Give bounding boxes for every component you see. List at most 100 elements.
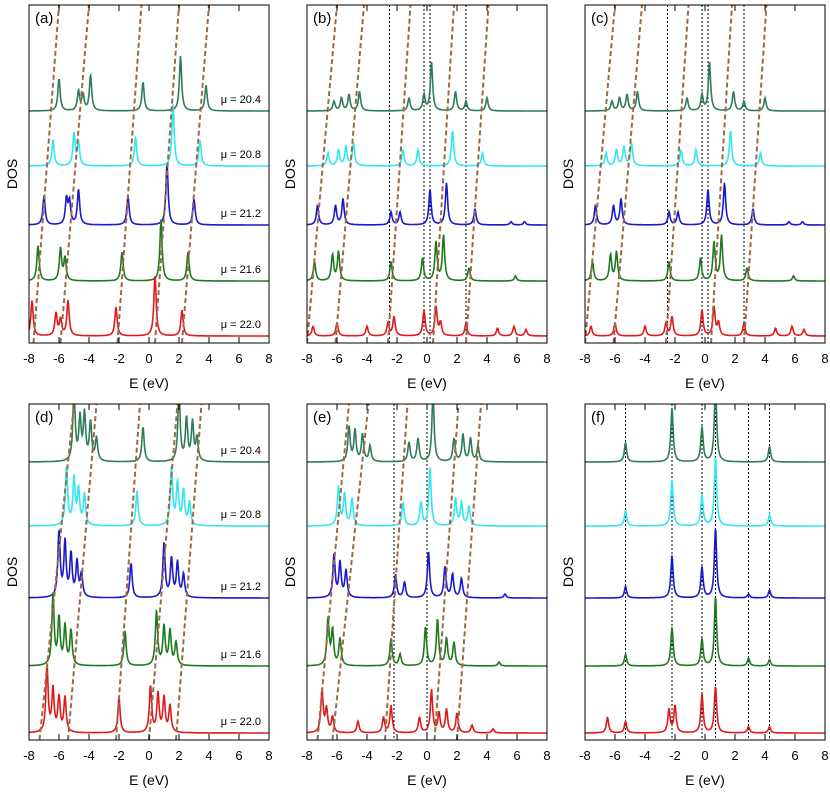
panel-label: (e) xyxy=(313,409,331,426)
panel-c: -8 -6 -4 -2 0 2 4 6 8 E (eV) DOS (c) xyxy=(560,4,829,391)
x-tick-label: 8 xyxy=(265,351,272,366)
series-label: μ = 20.8 xyxy=(221,149,261,161)
guide-line xyxy=(334,5,365,343)
x-tick-label: 8 xyxy=(821,351,828,366)
dos-curve xyxy=(29,104,269,167)
x-tick-label: 0 xyxy=(423,351,430,366)
dos-curve xyxy=(585,404,825,463)
x-tick-label: 6 xyxy=(791,351,798,366)
x-tick-label: -4 xyxy=(361,351,373,366)
x-tick-label: -6 xyxy=(609,748,621,763)
dos-curve xyxy=(585,457,825,527)
x-tick-label: 8 xyxy=(543,351,550,366)
series-label: μ = 20.4 xyxy=(221,445,261,457)
dos-curve xyxy=(585,234,825,282)
dos-curve xyxy=(307,234,547,282)
series-label: μ = 20.8 xyxy=(221,509,261,521)
plot-area xyxy=(585,5,825,343)
guide-line xyxy=(148,404,179,740)
x-axis-label: E (eV) xyxy=(407,772,447,788)
guide-line xyxy=(665,5,690,343)
y-axis-label: DOS xyxy=(560,557,576,587)
panel-label: (f) xyxy=(591,409,605,426)
panel-frame xyxy=(306,4,548,344)
x-tick-label: -8 xyxy=(23,351,35,366)
series-label: μ = 21.2 xyxy=(221,581,261,593)
dos-curve xyxy=(307,551,547,599)
guide-line xyxy=(456,404,482,740)
x-tick-label: 2 xyxy=(175,748,182,763)
series-label: μ = 22.0 xyxy=(221,319,261,331)
dos-curve xyxy=(29,592,269,667)
x-tick-label: 8 xyxy=(265,748,272,763)
x-tick-label: 8 xyxy=(543,748,550,763)
panel-b: -8 -6 -4 -2 0 2 4 6 8 E (eV) DOS (b) xyxy=(282,4,551,391)
x-tick-label: -2 xyxy=(669,748,681,763)
x-tick-label: 6 xyxy=(235,351,242,366)
dos-curve xyxy=(585,597,825,667)
x-tick-label: 2 xyxy=(453,351,460,366)
y-axis-label: DOS xyxy=(282,159,298,189)
guide-line xyxy=(175,404,203,740)
y-axis-label: DOS xyxy=(282,557,298,587)
guide-line xyxy=(115,404,141,740)
x-tick-label: -4 xyxy=(639,351,651,366)
x-tick-label: -6 xyxy=(53,748,65,763)
panel-d: -8 -6 -4 -2 0 2 4 6 8 E (eV) DOS (d) μ = 20.4 μ = 20.… xyxy=(4,403,273,788)
guide-line xyxy=(710,5,733,343)
x-tick-label: -2 xyxy=(113,748,125,763)
guide-line xyxy=(433,404,460,740)
dos-curve xyxy=(29,466,269,527)
x-axis-label: E (eV) xyxy=(685,375,725,391)
dos-curve xyxy=(585,130,825,167)
x-tick-label: -6 xyxy=(331,748,343,763)
plot-area xyxy=(307,404,547,740)
x-tick-label: -8 xyxy=(579,351,591,366)
x-tick-label: 4 xyxy=(761,351,768,366)
x-tick-label: 6 xyxy=(513,748,520,763)
panel-f: -8 -6 -4 -2 0 2 4 6 8 E (eV) DOS (f) xyxy=(560,403,829,788)
panel-frame xyxy=(584,4,826,344)
dos-curve xyxy=(585,529,825,599)
series-label: μ = 21.6 xyxy=(221,264,261,276)
x-tick-label: -4 xyxy=(361,748,373,763)
dos-curve xyxy=(585,61,825,112)
guide-line xyxy=(384,404,409,740)
x-tick-label: -4 xyxy=(639,748,651,763)
dos-curve xyxy=(29,165,269,226)
panel-a: -8 -6 -4 -2 0 2 4 6 8 E (eV) DOS (a) μ = 20.4 μ = 20.… xyxy=(4,4,273,391)
x-tick-label: -2 xyxy=(113,351,125,366)
guide-line xyxy=(154,5,180,343)
series-label: μ = 22.0 xyxy=(221,716,261,728)
y-axis-label: DOS xyxy=(4,557,20,587)
dos-curve xyxy=(585,305,825,337)
x-tick-label: -4 xyxy=(83,748,95,763)
dos-curve xyxy=(29,404,269,463)
series-label: μ = 21.6 xyxy=(221,649,261,661)
x-tick-label: -6 xyxy=(53,351,65,366)
x-tick-label: -8 xyxy=(301,351,313,366)
x-tick-label: -4 xyxy=(83,351,95,366)
guide-line xyxy=(432,5,455,343)
series-label: μ = 21.2 xyxy=(221,208,261,220)
x-tick-label: 4 xyxy=(205,748,212,763)
x-axis-label: E (eV) xyxy=(685,772,725,788)
guide-line xyxy=(612,5,643,343)
x-tick-label: 4 xyxy=(483,351,490,366)
plot-area xyxy=(307,5,547,343)
dos-curve xyxy=(29,528,269,599)
x-tick-label: 0 xyxy=(423,748,430,763)
x-tick-label: 6 xyxy=(791,748,798,763)
dos-curve xyxy=(307,404,547,463)
dos-curve xyxy=(307,688,547,734)
guide-line xyxy=(181,5,210,343)
x-axis-label: E (eV) xyxy=(129,375,169,391)
guide-line xyxy=(32,5,60,343)
plot-area xyxy=(29,404,269,740)
dos-curve xyxy=(307,467,547,527)
dos-curve xyxy=(585,182,825,226)
x-tick-label: -2 xyxy=(391,748,403,763)
x-tick-label: 0 xyxy=(145,748,152,763)
x-tick-label: -6 xyxy=(331,351,343,366)
panel-label: (b) xyxy=(313,10,331,27)
